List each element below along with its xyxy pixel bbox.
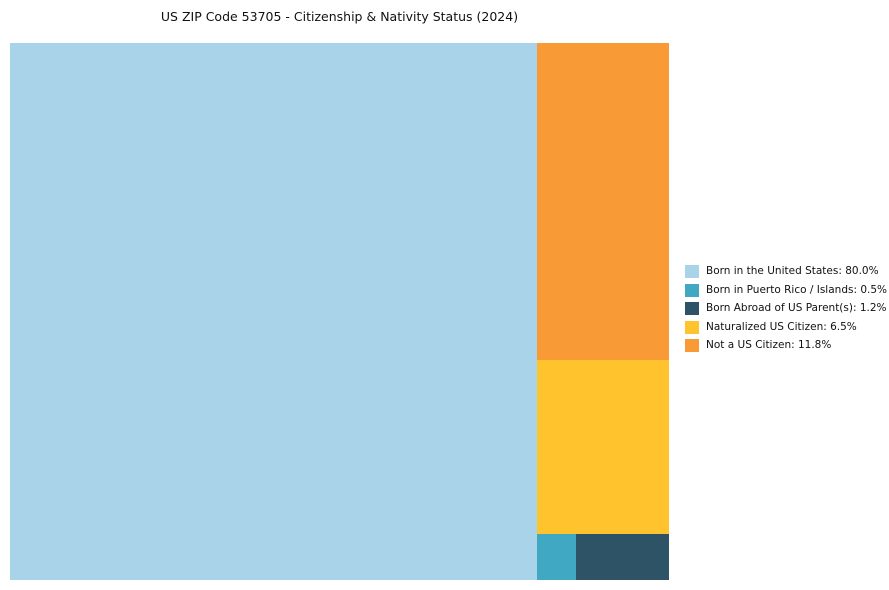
legend-item-born-in-puerto-rico-islands: Born in Puerto Rico / Islands: 0.5% <box>685 283 888 297</box>
legend-label: Born Abroad of US Parent(s): 1.2% <box>706 302 887 314</box>
legend: Born in the United States: 80.0% Born in … <box>685 265 887 358</box>
tile-naturalized-us-citizen <box>537 359 669 535</box>
tile-born-in-the-united-states <box>10 43 538 580</box>
legend-item-born-in-the-united-states: Born in the United States: 80.0% <box>685 265 887 278</box>
tile-not-a-us-citizen <box>537 43 669 360</box>
legend-swatch-icon <box>685 339 699 352</box>
legend-label: Born in Puerto Rico / Islands: 0.5% <box>706 283 888 296</box>
chart-title: US ZIP Code 53705 - Citizenship & Nativi… <box>160 9 519 24</box>
legend-label: Not a US Citizen: 11.8% <box>706 339 832 351</box>
tile-born-abroad-of-us-parent-s <box>575 534 669 580</box>
legend-swatch-icon <box>685 283 699 297</box>
legend-item-born-abroad-of-us-parent-s: Born Abroad of US Parent(s): 1.2% <box>685 302 887 315</box>
legend-item-naturalized-us-citizen: Naturalized US Citizen: 6.5% <box>685 320 887 334</box>
legend-label: Naturalized US Citizen: 6.5% <box>706 320 857 333</box>
tile-born-in-puerto-rico-islands <box>537 534 576 580</box>
legend-swatch-icon <box>685 320 699 334</box>
legend-swatch-icon <box>685 302 699 315</box>
legend-swatch-icon <box>685 265 699 278</box>
legend-item-not-a-us-citizen: Not a US Citizen: 11.8% <box>685 339 887 352</box>
legend-label: Born in the United States: 80.0% <box>706 265 879 277</box>
